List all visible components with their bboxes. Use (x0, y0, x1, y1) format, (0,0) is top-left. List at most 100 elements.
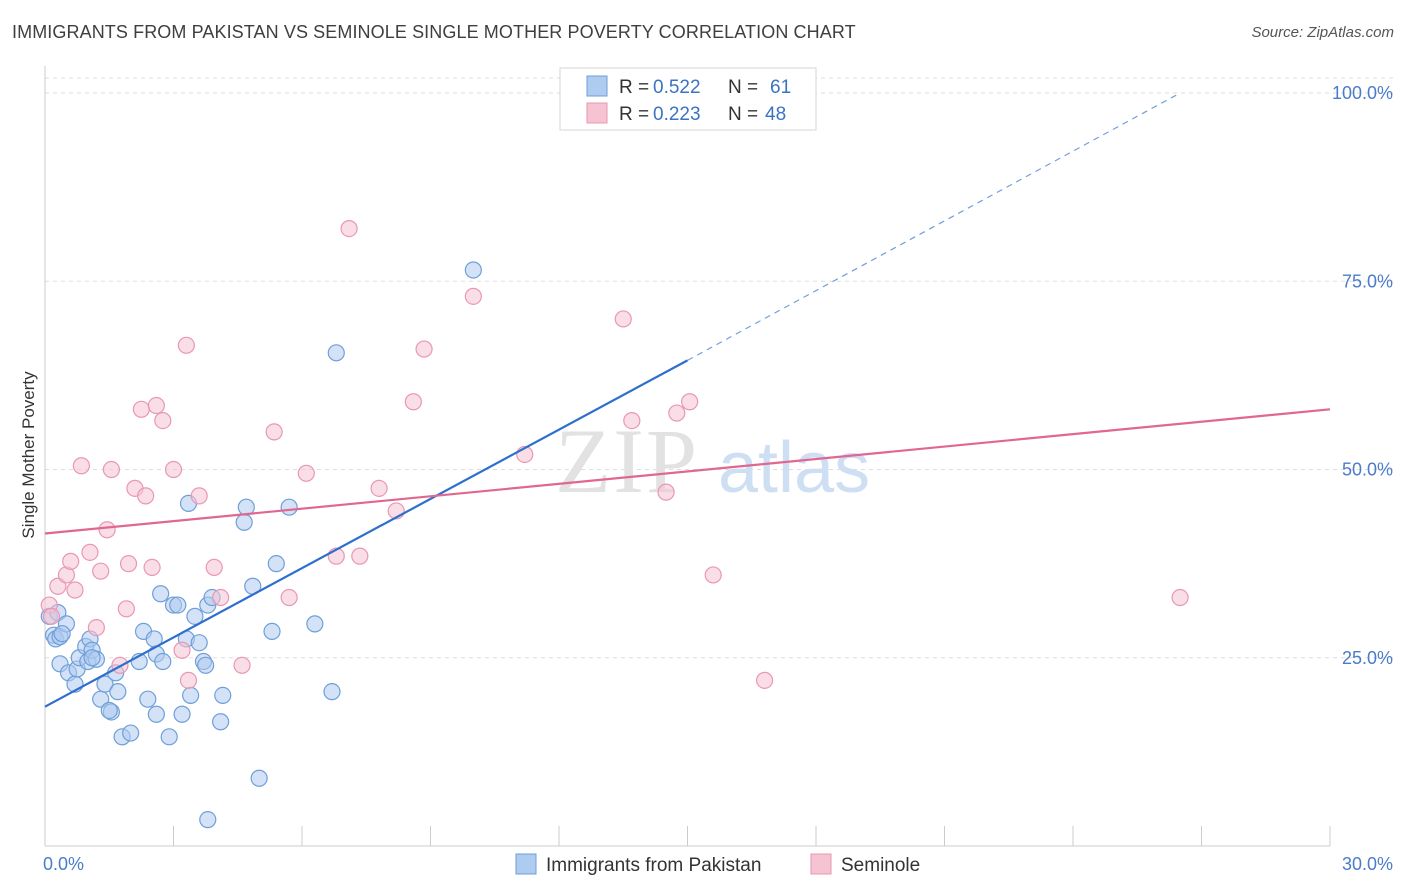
y-axis-label: Single Mother Poverty (19, 371, 38, 539)
y-tick-labels: 25.0% 50.0% 75.0% 100.0% (1332, 83, 1393, 668)
pakistan-point-6 (53, 625, 71, 643)
legend-r-value-1: 0.522 (653, 77, 701, 98)
pakistan-point-32 (152, 585, 170, 603)
pakistan-point-48 (214, 686, 232, 705)
seminole-point-25 (190, 487, 208, 505)
pakistan-point-20 (100, 701, 118, 720)
bottom-legend-swatch-pink (810, 853, 832, 875)
bottom-legend: Immigrants from Pakistan Seminole (515, 853, 920, 876)
legend-r-label-2: R = (619, 104, 649, 125)
seminole-point-27 (212, 588, 230, 607)
bottom-legend-label-blue: Immigrants from Pakistan (546, 855, 761, 876)
data-points (40, 219, 1189, 829)
pakistan-point-41 (190, 634, 208, 652)
pakistan-point-50 (237, 498, 255, 516)
pakistan-point-46 (199, 811, 217, 829)
seminole-point-16 (132, 400, 150, 418)
pakistan-point-52 (250, 769, 268, 787)
pakistan-point-47 (212, 713, 230, 731)
seminole-point-1 (42, 607, 61, 625)
pakistan-point-22 (109, 683, 127, 701)
seminole-point-39 (464, 287, 482, 305)
x-tick-label-1: 30.0% (1342, 854, 1393, 874)
seminole-point-17 (137, 487, 155, 505)
pakistan-point-53 (263, 622, 281, 641)
pakistan-trend-line (44, 359, 689, 708)
seminole-point-24 (177, 336, 195, 354)
seminole-point-20 (154, 411, 172, 430)
seminole-point-18 (143, 558, 161, 577)
seminole-point-46 (704, 566, 722, 584)
seminole-point-29 (265, 423, 283, 441)
seminole-point-7 (81, 543, 99, 561)
seminole-point-37 (404, 393, 422, 411)
legend-box: R = 0.522 N = 61 R = 0.223 N = 48 (559, 67, 817, 131)
seminole-point-41 (614, 310, 632, 328)
y-tick-label-1: 50.0% (1342, 460, 1393, 480)
seminole-point-21 (164, 460, 183, 479)
seminole-point-45 (681, 393, 699, 411)
seminole-point-6 (72, 457, 91, 475)
legend-swatch-pink (586, 102, 608, 124)
pakistan-point-59 (464, 261, 482, 279)
legend-n-label-2: N = (728, 104, 758, 125)
bottom-legend-swatch-blue (515, 853, 537, 875)
seminole-point-8 (87, 619, 106, 637)
legend-r-value-2: 0.223 (653, 104, 701, 125)
pakistan-point-58 (327, 344, 345, 362)
pakistan-point-27 (139, 690, 157, 708)
seminole-point-28 (233, 656, 251, 674)
legend-swatch-blue (586, 75, 608, 97)
seminole-point-5 (66, 581, 84, 599)
pakistan-point-43 (197, 656, 215, 674)
seminole-point-31 (297, 464, 315, 482)
pakistan-point-56 (306, 615, 324, 633)
pakistan-point-33 (160, 728, 178, 746)
seminole-point-33 (340, 219, 358, 238)
seminole-point-4 (62, 552, 80, 570)
pakistan-point-30 (147, 705, 165, 723)
legend-n-label-1: N = (728, 77, 758, 98)
pakistan-point-18 (96, 675, 114, 693)
chart-title: IMMIGRANTS FROM PAKISTAN VS SEMINOLE SIN… (12, 22, 856, 42)
pakistan-point-54 (267, 555, 285, 573)
bottom-legend-label-pink: Seminole (841, 855, 920, 876)
seminole-point-2 (49, 577, 67, 595)
seminole-point-14 (119, 555, 138, 573)
trend-lines (44, 92, 1331, 708)
pakistan-point-39 (182, 686, 200, 705)
seminole-point-extra-0 (1171, 588, 1189, 607)
seminole-point-11 (102, 460, 120, 479)
pakistan-point-55 (280, 498, 298, 516)
seminole-point-26 (205, 558, 223, 577)
seminole-point-44 (668, 404, 686, 422)
seminole-point-34 (351, 547, 369, 565)
seminole-point-23 (179, 671, 198, 689)
x-tick-label-0: 0.0% (43, 854, 84, 874)
seminole-point-47 (755, 671, 774, 689)
seminole-point-10 (98, 521, 116, 539)
seminole-point-19 (147, 396, 165, 415)
watermark-atlas: atlas (718, 428, 870, 508)
pakistan-point-40 (186, 607, 204, 625)
pakistan-point-60 (83, 649, 101, 667)
seminole-point-9 (92, 562, 110, 580)
pakistan-trend-extension (687, 92, 1181, 361)
pakistan-point-36 (173, 705, 191, 723)
seminole-point-35 (370, 479, 388, 497)
seminole-point-13 (117, 600, 135, 618)
legend-n-value-1: 61 (770, 77, 791, 98)
seminole-point-22 (173, 641, 191, 659)
pakistan-point-24 (122, 724, 140, 742)
y-tick-label-2: 75.0% (1342, 271, 1393, 291)
seminole-point-38 (415, 340, 433, 358)
y-tick-label-0: 25.0% (1342, 648, 1393, 668)
pakistan-point-31 (154, 652, 172, 671)
legend-r-label-1: R = (619, 77, 649, 98)
seminole-point-43 (657, 483, 675, 501)
seminole-point-42 (623, 411, 641, 430)
legend-n-value-2: 48 (765, 104, 786, 125)
pakistan-point-49 (235, 513, 253, 531)
pakistan-point-35 (169, 596, 187, 614)
